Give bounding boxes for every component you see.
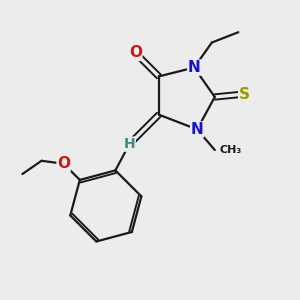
- Text: S: S: [239, 87, 250, 102]
- Text: CH₃: CH₃: [219, 145, 242, 155]
- Text: H: H: [124, 137, 135, 151]
- Text: N: N: [191, 122, 203, 137]
- Text: O: O: [129, 45, 142, 60]
- Text: N: N: [188, 60, 200, 75]
- Text: O: O: [57, 156, 70, 171]
